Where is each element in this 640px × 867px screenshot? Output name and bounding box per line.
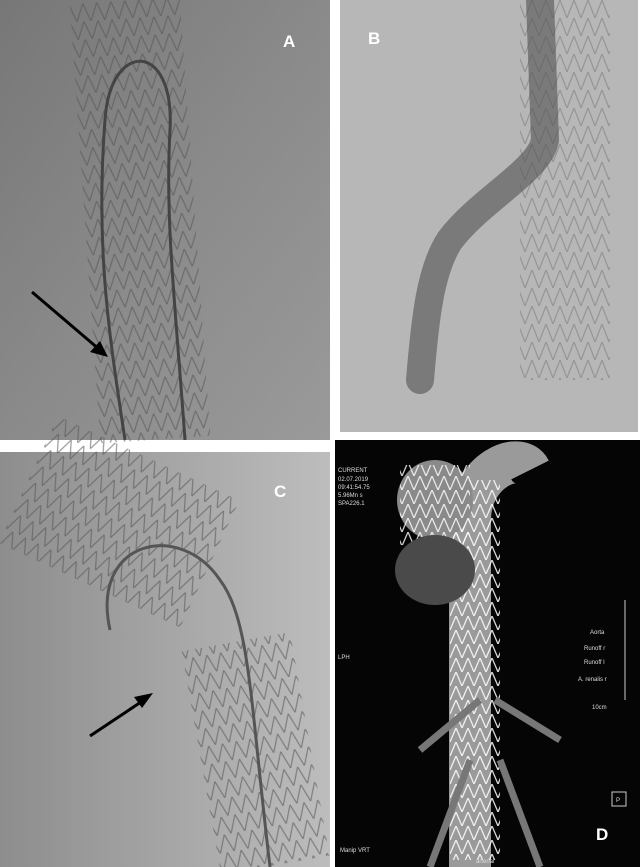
heart — [395, 535, 475, 605]
scale-label: 10cm — [592, 705, 607, 711]
catheter — [100, 59, 187, 441]
render-mode: Manip VRT — [340, 848, 370, 854]
panel-c: C — [0, 416, 330, 867]
panel-d: CURRENT 02.07.2019 09:41:54.75 5.96Mn s … — [335, 440, 640, 867]
stent-graft — [181, 632, 330, 867]
panel-label: A — [283, 32, 295, 51]
orientation: LPH — [338, 655, 350, 661]
panel-b: B — [340, 0, 638, 432]
phase: arterial — [476, 859, 494, 865]
arrow-head — [90, 341, 108, 357]
overlay-header: CURRENT — [338, 468, 368, 474]
stent-graft — [400, 465, 470, 545]
legend-item: Aorta — [590, 630, 605, 636]
arrow-shaft — [89, 698, 145, 738]
panel-a: A — [0, 0, 330, 444]
overlay-header: 5.96Mn s — [338, 493, 363, 499]
overlay-header: 02.07.2019 — [338, 477, 369, 483]
branch-vessels — [417, 697, 562, 867]
arrow-shaft — [31, 290, 101, 352]
stent-graft — [520, 0, 610, 380]
legend-item: Runoff r — [584, 646, 605, 652]
arrow-head — [134, 693, 153, 708]
marker-box — [611, 791, 627, 807]
legend-item: Runoff l — [584, 660, 605, 666]
overlay-header: 09:41:54.75 — [338, 485, 370, 491]
overlay-header: SPA226.1 — [338, 501, 365, 507]
catheter — [105, 544, 272, 867]
stent-graft — [0, 416, 240, 628]
panel-label: B — [368, 29, 380, 48]
panel-label: C — [274, 482, 286, 501]
marker: P — [616, 798, 620, 804]
legend-item: A. renalis r — [578, 677, 607, 683]
panel-label: D — [596, 825, 608, 844]
